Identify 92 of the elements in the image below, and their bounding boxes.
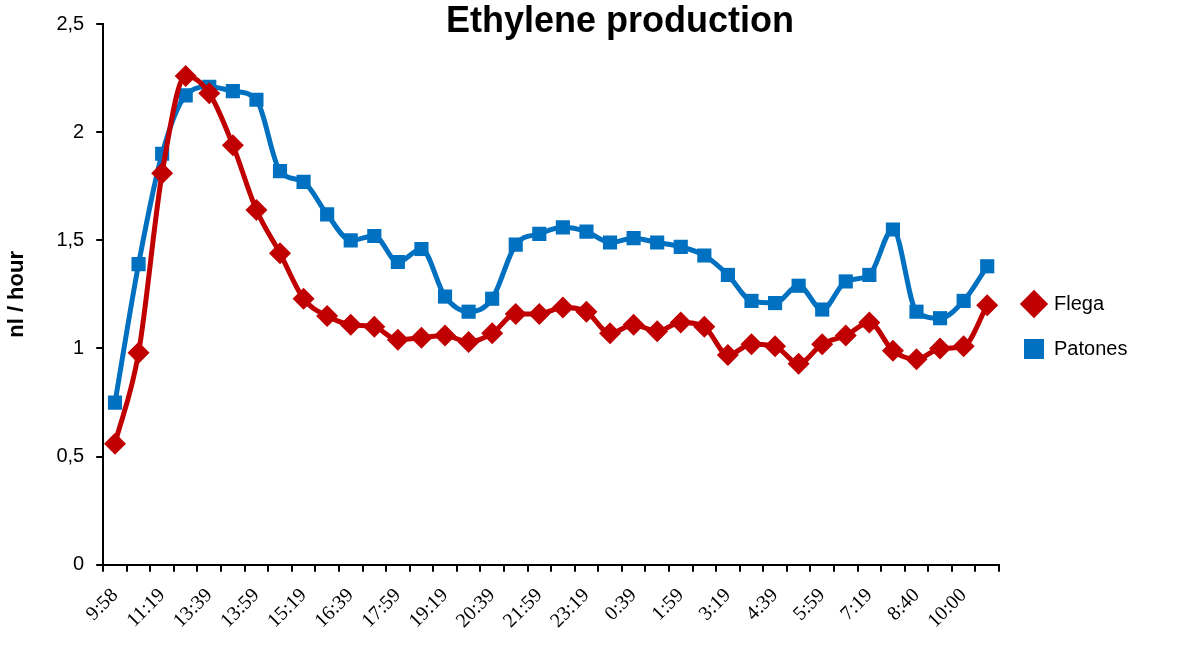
point	[127, 341, 150, 364]
point	[952, 335, 975, 358]
point	[862, 267, 877, 283]
point	[198, 82, 221, 105]
point	[956, 293, 971, 308]
x-tick-label: 5:59	[788, 583, 829, 624]
point	[485, 291, 500, 306]
point	[151, 162, 174, 185]
point	[834, 324, 857, 347]
point	[646, 320, 669, 343]
x-tick-label: 4:39	[740, 583, 782, 624]
point	[720, 267, 735, 283]
point	[716, 343, 739, 366]
point	[905, 348, 928, 371]
point	[980, 259, 995, 274]
point	[626, 231, 641, 246]
point	[107, 395, 123, 410]
point	[811, 333, 834, 356]
point	[461, 304, 476, 319]
y-tick-label: 0	[73, 552, 85, 575]
point	[437, 289, 453, 304]
point	[245, 199, 268, 222]
point	[791, 278, 806, 293]
point	[367, 228, 382, 244]
point	[339, 313, 362, 336]
point	[390, 254, 405, 270]
x-tick-label: 7:19	[835, 583, 876, 624]
chart-title: Ethylene production	[445, 0, 795, 40]
point	[320, 207, 335, 222]
x-tick-label: 0:39	[599, 583, 641, 624]
point	[249, 92, 264, 107]
point	[292, 287, 315, 310]
point	[225, 83, 240, 99]
point	[551, 296, 574, 319]
point	[673, 239, 688, 254]
point	[764, 335, 787, 358]
point	[532, 226, 547, 241]
x-tick-label: 3:19	[693, 583, 735, 624]
point	[575, 300, 598, 323]
y-tick-label: 0,5	[56, 444, 85, 467]
y-tick-label: 2	[73, 119, 85, 142]
point	[296, 174, 311, 189]
point	[103, 432, 126, 455]
x-tick-label: 8:40	[882, 583, 924, 624]
point	[434, 324, 457, 347]
x-tick-label: 1:59	[646, 583, 688, 624]
point	[579, 224, 594, 239]
point	[744, 293, 759, 308]
point	[272, 164, 288, 179]
point	[929, 337, 952, 360]
y-tick-label: 2,5	[56, 11, 85, 34]
point	[343, 233, 358, 248]
point	[602, 235, 618, 250]
point	[555, 220, 570, 235]
legend-label: Flega	[1054, 291, 1105, 314]
point	[858, 311, 881, 334]
point	[174, 64, 197, 87]
point	[838, 274, 853, 289]
point	[363, 315, 386, 338]
point	[697, 248, 712, 263]
point	[767, 295, 783, 311]
y-axis-title: nl / hour	[3, 250, 29, 338]
point	[693, 315, 716, 338]
point	[815, 302, 830, 317]
point	[410, 326, 433, 349]
point	[221, 134, 244, 157]
point	[740, 333, 763, 356]
point	[316, 305, 339, 328]
point	[881, 339, 904, 362]
point	[650, 235, 665, 250]
point	[622, 313, 645, 336]
point	[504, 302, 527, 325]
point	[481, 322, 504, 345]
point	[178, 88, 193, 103]
y-tick-label: 1	[73, 336, 85, 359]
x-tick-label: 9:58	[80, 583, 122, 624]
point	[131, 257, 146, 272]
point	[933, 311, 948, 326]
point	[599, 322, 622, 345]
point	[976, 294, 999, 317]
legend-label: Patones	[1054, 336, 1128, 359]
point	[787, 352, 810, 375]
point	[386, 328, 409, 351]
point	[269, 242, 292, 265]
point	[528, 302, 551, 325]
y-tick-label: 1,5	[56, 227, 85, 250]
point	[508, 237, 523, 252]
point	[414, 241, 429, 257]
point	[909, 304, 924, 319]
point	[669, 311, 692, 334]
point	[457, 331, 480, 353]
point	[885, 222, 900, 237]
